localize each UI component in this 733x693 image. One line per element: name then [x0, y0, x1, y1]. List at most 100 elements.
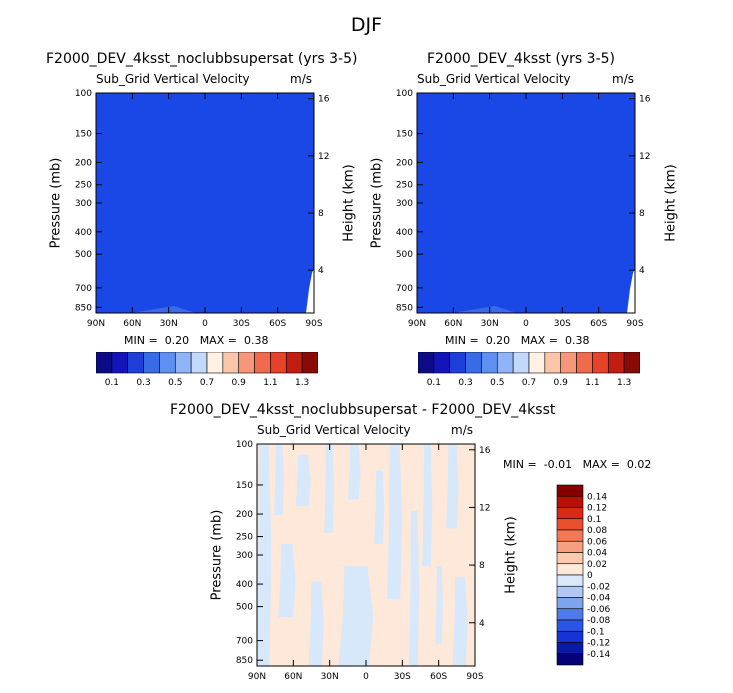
panel1-min-label: MIN =	[124, 334, 158, 347]
panel1-xtick-label: 60S	[269, 319, 286, 329]
panel3-negative-region	[295, 455, 311, 507]
panel3-units: m/s	[451, 423, 473, 437]
panel1-colorbar: 0.10.30.50.70.91.11.31.5	[95, 351, 341, 392]
panel2-min-label: MIN =	[445, 334, 479, 347]
season-title: DJF	[350, 14, 383, 36]
panel3-ytick-label: 200	[236, 510, 253, 520]
panel3-ytick-label: 300	[236, 551, 253, 561]
panel1-ytick-label: 300	[75, 199, 92, 209]
panel3-colorbar-label: -0.04	[587, 594, 611, 604]
panel2-colorbar: 0.10.30.50.70.91.11.31.5	[417, 351, 663, 392]
panel1-colorbar-box	[159, 351, 176, 374]
panel3-colorbar-label: 0.08	[587, 526, 607, 536]
panel1-subtitle: Sub_Grid Vertical Velocity	[96, 72, 250, 86]
panel1-xtick-label: 30S	[233, 319, 250, 329]
panel1-ytick-label: 150	[75, 130, 92, 140]
panel3-negative-region	[338, 566, 374, 666]
panel3-colorbar-box	[556, 642, 584, 655]
panel2-xtick-label: 30S	[554, 319, 571, 329]
panel3-colorbar-label: 0.06	[587, 537, 607, 547]
panel3-max-label: MAX =	[582, 458, 620, 471]
panel2-ytick-label: 300	[396, 199, 413, 209]
panel1-colorbar-box	[143, 351, 160, 374]
panel3-colorbar-label: 0.1	[587, 515, 601, 525]
panel2-colorbar-label: 0.1	[427, 378, 441, 388]
panel3-axes-area: 90N 60N 30N 0 30S 60S 90S 100 150 200 250 300 400 500…	[225, 437, 495, 689]
panel1-axes-area: 90N 60N 30N 0 30S 60S 90S 100 150 200 250 300 400 500…	[64, 86, 334, 336]
panel3-colorbar-box	[556, 630, 584, 643]
panel1-xtick-label: 60N	[123, 319, 141, 329]
panel3-colorbar-box	[556, 507, 584, 520]
panel1-colorbar-box	[222, 351, 240, 374]
panel1-colorbar-label: 0.3	[136, 378, 150, 388]
panel1-colorbar-box	[254, 351, 271, 374]
panel2-colorbar-box	[560, 351, 577, 374]
panel1-colorbar-label: 0.9	[232, 378, 247, 388]
panel2-y2tick-label: 4	[639, 266, 645, 276]
panel3-negative-region	[278, 543, 296, 618]
panel3-negative-region	[446, 444, 459, 529]
panel3-ytick-label: 500	[236, 603, 253, 613]
panel3-negative-region	[308, 581, 324, 666]
panel1-max-label: MAX =	[199, 334, 237, 347]
panel3-colorbar: 0.14 0.12 0.1 0.08 0.06 0.04 0.02 0 -0.02 -0.04 -0…	[556, 484, 636, 666]
panel3-ytick-label: 100	[236, 440, 253, 450]
panel3-ylabel: Pressure (mb)	[209, 509, 225, 601]
panel3-xtick-label: 0	[363, 672, 369, 682]
panel2-units: m/s	[612, 72, 634, 86]
panel2-colorbar-box	[465, 351, 482, 374]
panel2-y2tick-label: 12	[639, 152, 650, 162]
panel1-colorbar-svg: 0.10.30.50.70.91.11.31.5	[95, 351, 341, 388]
panel1-colorbar-box	[238, 351, 255, 374]
panel3-ylabel-right: Height (km)	[503, 516, 519, 594]
panel3-colorbar-label: -0.1	[587, 627, 605, 637]
panel3-colorbar-label: -0.14	[587, 650, 611, 660]
panel2-ytick-label: 250	[396, 181, 413, 191]
panel3-colorbar-box	[556, 552, 584, 565]
panel3-subtitle: Sub_Grid Vertical Velocity	[257, 423, 411, 437]
panel3-negative-region	[409, 510, 420, 666]
panel2-ytick-label: 850	[396, 303, 413, 313]
panel3-ytick-label: 250	[236, 533, 253, 543]
panel3-colorbar-box	[556, 540, 584, 553]
panel3-title: F2000_DEV_4ksst_noclubbsupersat - F2000_…	[170, 402, 556, 418]
panel3-ytick-label: 400	[236, 580, 253, 590]
panel3-xtick-label: 90N	[248, 672, 266, 682]
panel3-negative-region	[324, 444, 335, 533]
panel1-title: F2000_DEV_4ksst_noclubbsupersat (yrs 3-5…	[46, 51, 358, 67]
panel1-y2tick-label: 16	[318, 95, 330, 105]
panel2-max-label: MAX =	[520, 334, 558, 347]
panel3-xtick-label: 60N	[284, 672, 302, 682]
panel2-xtick-label: 90N	[408, 319, 426, 329]
panel2-ytick-label: 200	[396, 158, 413, 168]
panel2-colorbar-box	[592, 351, 609, 374]
panel2-ylabel: Pressure (mb)	[369, 157, 385, 249]
panel2-subtitle: Sub_Grid Vertical Velocity	[417, 72, 571, 86]
panel1-ytick-label: 850	[75, 303, 92, 313]
panel2-xtick-label: 0	[523, 319, 529, 329]
panel3-negative-region	[274, 444, 285, 516]
panel1-field	[96, 93, 314, 313]
panel3-colorbar-box	[556, 597, 584, 610]
panel3-min-label: MIN =	[503, 458, 537, 471]
panel2-colorbar-box	[512, 351, 530, 374]
panel2-colorbar-svg: 0.10.30.50.70.91.11.31.5	[417, 351, 663, 388]
panel2-colorbar-box	[496, 351, 514, 374]
panel1-xtick-label: 30N	[160, 319, 178, 329]
panel2-minmax: MIN = 0.20 MAX = 0.38	[445, 334, 589, 347]
panel3-colorbar-box	[556, 585, 584, 598]
panel3-colorbar-label: 0.04	[587, 549, 607, 559]
panel3-negative-region	[422, 444, 433, 567]
panel2-colorbar-box	[544, 351, 562, 374]
panel3-colorbar-box	[556, 653, 584, 666]
panel3-negative-region	[435, 566, 443, 644]
panel1-ylabel: Pressure (mb)	[48, 157, 64, 249]
panel3-colorbar-box	[556, 484, 584, 497]
panel3-min-value: -0.01	[543, 458, 573, 471]
panel1-xtick-label: 90N	[87, 319, 105, 329]
panel2-xtick-label: 90S	[626, 319, 643, 329]
panel2-ytick-label: 100	[396, 89, 413, 99]
panel3-colorbar-label: -0.12	[587, 639, 610, 649]
panel2-colorbar-label: 1.3	[617, 378, 631, 388]
panel1-colorbar-box	[174, 351, 192, 374]
